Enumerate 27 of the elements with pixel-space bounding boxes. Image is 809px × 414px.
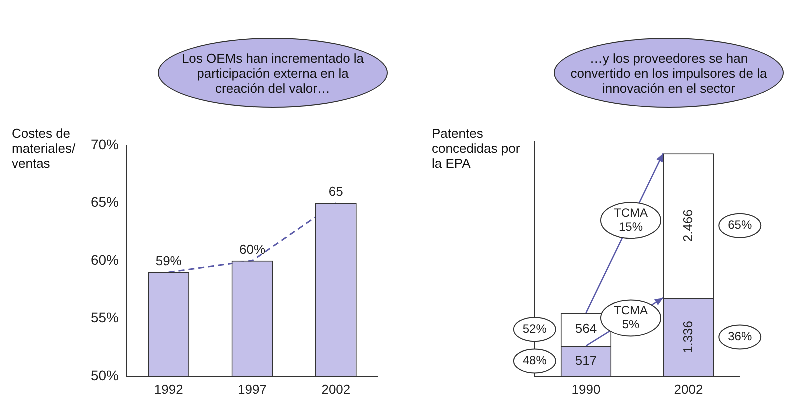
data-label: 1.336	[680, 320, 696, 354]
y-axis-title: Patentes concedidas por la EPA	[432, 126, 522, 171]
data-label: 2.466	[680, 210, 696, 242]
x-tick-label: 2002	[322, 382, 351, 397]
y-tick-label: 65%	[90, 194, 120, 210]
annotation: TCMA 5%	[614, 304, 648, 332]
x-tick-label: 1990	[572, 382, 601, 397]
annotation: 48%	[522, 354, 548, 368]
annotation: 65%	[728, 218, 752, 232]
data-label: 517	[575, 352, 598, 368]
data-label: 59%	[156, 254, 182, 269]
data-label: 60%	[239, 242, 266, 257]
annotation: 36%	[728, 330, 752, 344]
y-tick-label: 60%	[90, 252, 120, 268]
annotation: 52%	[522, 322, 548, 336]
x-tick-label: 1992	[154, 382, 184, 397]
y-tick-label: 70%	[90, 136, 120, 152]
annotation: TCMA 15%	[614, 206, 648, 234]
chart-title: Los OEMs han incrementado la participación externa en la creación del valor…	[158, 38, 388, 108]
x-tick-label: 2002	[674, 382, 704, 397]
data-label: 564	[575, 321, 598, 336]
y-tick-label: 50%	[90, 367, 120, 384]
y-axis-title: Costes de materiales/ ventas	[12, 126, 76, 171]
data-label: 65	[328, 184, 344, 200]
y-tick-label: 55%	[90, 310, 120, 326]
x-tick-label: 1997	[238, 382, 267, 397]
chart-title: …y los proveedores se han convertido en los impulsores de la innovación en el sector	[554, 38, 784, 108]
